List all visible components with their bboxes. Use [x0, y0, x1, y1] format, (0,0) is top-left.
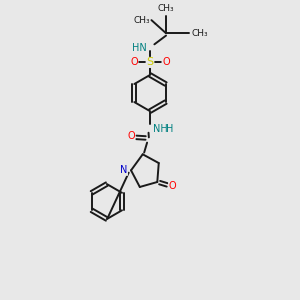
Text: O: O [169, 181, 176, 190]
Text: CH₃: CH₃ [158, 4, 174, 14]
Text: HN: HN [132, 43, 146, 53]
Text: S: S [146, 57, 154, 68]
Text: H: H [166, 124, 173, 134]
Text: CH₃: CH₃ [134, 16, 150, 25]
Text: CH₃: CH₃ [192, 29, 208, 38]
Text: O: O [127, 131, 135, 141]
Text: NH: NH [153, 124, 168, 134]
Text: O: O [130, 57, 138, 68]
Text: O: O [162, 57, 170, 68]
Text: N: N [120, 165, 128, 175]
